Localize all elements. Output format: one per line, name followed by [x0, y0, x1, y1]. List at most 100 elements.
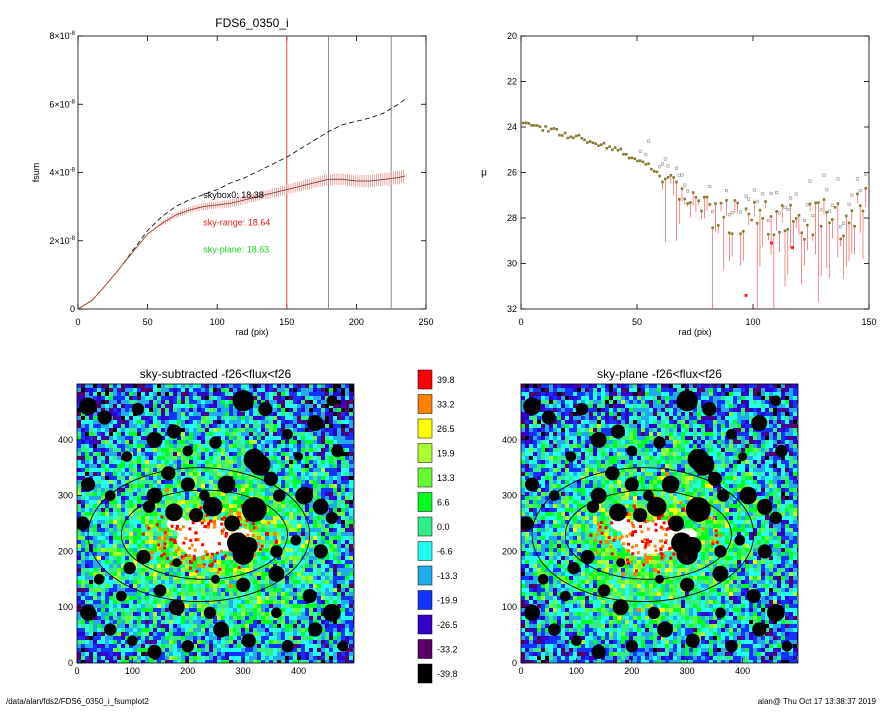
map-pixel [257, 644, 261, 648]
map-pixel [221, 512, 225, 516]
map-pixel [161, 388, 165, 392]
map-pixel [125, 464, 129, 468]
map-pixel [301, 468, 305, 472]
map-pixel [297, 584, 301, 588]
map-pixel [349, 540, 353, 544]
map-pixel [249, 388, 253, 392]
map-pixel [229, 604, 233, 608]
map-pixel [321, 604, 325, 608]
mu-point-alt [725, 189, 727, 191]
map-pixel [137, 544, 141, 548]
map-pixel [165, 656, 169, 660]
map-pixel [109, 604, 113, 608]
map-pixel [261, 448, 265, 452]
map-pixel [333, 492, 337, 496]
map-pixel [221, 408, 225, 412]
map-pixel [169, 584, 173, 588]
map-pixel [213, 492, 217, 496]
map-pixel [293, 524, 297, 528]
map-pixel [345, 528, 349, 532]
map-pixel [305, 584, 309, 588]
map-pixel [193, 396, 197, 400]
map-pixel [297, 568, 301, 572]
map-pixel [201, 412, 205, 416]
map-pixel [77, 628, 81, 632]
map-pixel [85, 508, 89, 512]
map-pixel [125, 424, 129, 428]
map-pixel [341, 436, 345, 440]
map-pixel [165, 660, 169, 664]
map-pixel [217, 604, 221, 608]
map-pixel [233, 620, 237, 624]
map-pixel [217, 556, 221, 560]
map-pixel [285, 396, 289, 400]
map-pixel [97, 516, 101, 520]
map-pixel [345, 572, 349, 576]
map-pixel [277, 660, 281, 664]
map-pixel [249, 624, 253, 628]
map-pixel [261, 556, 265, 560]
map-pixel [205, 392, 209, 396]
mu-point-outlier [791, 246, 794, 249]
map-pixel [125, 504, 129, 508]
map-pixel [141, 536, 145, 540]
map-pixel [349, 412, 353, 416]
map-pixel [113, 540, 117, 544]
map-pixel [189, 588, 193, 592]
map-pixel [301, 660, 305, 664]
map-pixel [117, 604, 121, 608]
map-pixel [93, 648, 97, 652]
map-pixel [113, 532, 117, 536]
map-pixel [329, 472, 333, 476]
map-pixel [157, 504, 161, 508]
map-pixel [105, 468, 109, 472]
map-pixel [313, 524, 317, 528]
map-pixel [89, 444, 93, 448]
map-pixel [201, 480, 205, 484]
map-pixel [337, 600, 341, 604]
map-pixel [349, 408, 353, 412]
map-pixel [197, 556, 201, 560]
map-pixel [349, 392, 353, 396]
map-pixel [285, 408, 289, 412]
map-pixel [293, 620, 297, 624]
map-pixel [97, 404, 101, 408]
map-pixel [261, 656, 265, 660]
map-pixel [293, 448, 297, 452]
map-pixel [125, 428, 129, 432]
map-pixel [129, 396, 133, 400]
mu-point [722, 216, 725, 219]
map-pixel [257, 600, 261, 604]
map-pixel [333, 576, 337, 580]
map-pixel [93, 584, 97, 588]
map-pixel [257, 660, 261, 664]
map-pixel [345, 508, 349, 512]
map-pixel [249, 620, 253, 624]
map-pixel [229, 568, 233, 572]
map-pixel [325, 644, 329, 648]
map-pixel [141, 656, 145, 660]
map-pixel [113, 620, 117, 624]
map-pixel [245, 568, 249, 572]
map-pixel [309, 384, 313, 388]
map-pixel [229, 644, 233, 648]
map-pixel [101, 552, 105, 556]
map-pixel [145, 404, 149, 408]
map-pixel [333, 460, 337, 464]
map-pixel [141, 384, 145, 388]
map-pixel [97, 384, 101, 388]
mu-point-alt [837, 178, 839, 180]
map-pixel [293, 512, 297, 516]
map-pixel [189, 612, 193, 616]
map-pixel [297, 468, 301, 472]
map-pixel [249, 616, 253, 620]
map-pixel [289, 508, 293, 512]
map-pixel [329, 412, 333, 416]
map-pixel [349, 588, 353, 592]
map-pixel [289, 520, 293, 524]
map-pixel [125, 524, 129, 528]
map-pixel [273, 460, 277, 464]
map-pixel [301, 516, 305, 520]
map-pixel [177, 640, 181, 644]
map-pixel [177, 476, 181, 480]
